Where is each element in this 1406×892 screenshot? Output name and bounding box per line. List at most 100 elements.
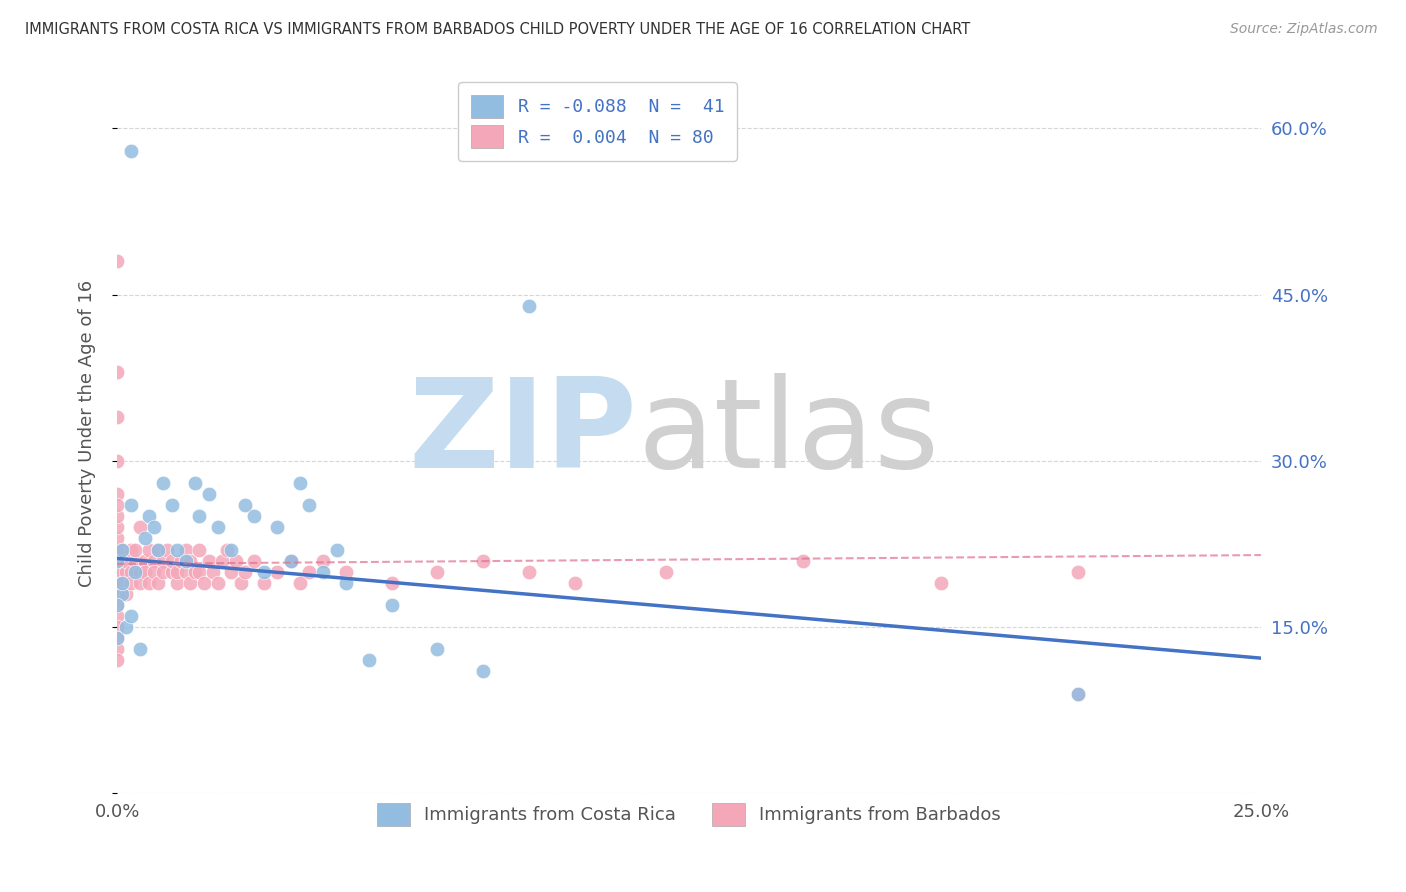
Point xyxy=(120,542,142,557)
Point xyxy=(111,542,134,557)
Point xyxy=(105,409,128,424)
Point xyxy=(252,575,274,590)
Point xyxy=(134,553,156,567)
Point xyxy=(105,365,128,379)
Point xyxy=(233,498,256,512)
Point xyxy=(152,476,174,491)
Point xyxy=(124,553,146,567)
Point xyxy=(312,553,335,567)
Point xyxy=(120,565,142,579)
Point xyxy=(225,553,247,567)
Point xyxy=(138,542,160,557)
Point xyxy=(134,565,156,579)
Point xyxy=(111,575,134,590)
Point xyxy=(105,254,128,268)
Point xyxy=(111,553,134,567)
Point xyxy=(142,565,165,579)
Point xyxy=(174,553,197,567)
Point xyxy=(426,642,449,657)
Point xyxy=(564,575,586,590)
Legend: Immigrants from Costa Rica, Immigrants from Barbados: Immigrants from Costa Rica, Immigrants f… xyxy=(368,794,1010,835)
Point xyxy=(124,565,146,579)
Point xyxy=(517,565,540,579)
Point xyxy=(105,498,128,512)
Point xyxy=(115,553,138,567)
Point xyxy=(105,542,128,557)
Point xyxy=(129,575,152,590)
Point xyxy=(170,553,193,567)
Point xyxy=(129,565,152,579)
Point xyxy=(111,542,134,557)
Point xyxy=(115,587,138,601)
Point xyxy=(105,642,128,657)
Point xyxy=(1067,565,1090,579)
Point xyxy=(288,575,311,590)
Point xyxy=(312,565,335,579)
Point xyxy=(160,498,183,512)
Point xyxy=(156,542,179,557)
Point xyxy=(105,609,128,624)
Point xyxy=(179,575,201,590)
Point xyxy=(288,476,311,491)
Point xyxy=(105,520,128,534)
Point xyxy=(105,575,128,590)
Point xyxy=(929,575,952,590)
Point xyxy=(655,565,678,579)
Point xyxy=(105,631,128,645)
Point xyxy=(197,553,219,567)
Point xyxy=(138,575,160,590)
Point xyxy=(298,498,321,512)
Point xyxy=(211,553,233,567)
Y-axis label: Child Poverty Under the Age of 16: Child Poverty Under the Age of 16 xyxy=(79,279,96,587)
Text: IMMIGRANTS FROM COSTA RICA VS IMMIGRANTS FROM BARBADOS CHILD POVERTY UNDER THE A: IMMIGRANTS FROM COSTA RICA VS IMMIGRANTS… xyxy=(25,22,970,37)
Point xyxy=(120,144,142,158)
Point xyxy=(148,575,170,590)
Point xyxy=(325,542,347,557)
Point xyxy=(105,620,128,634)
Point xyxy=(472,553,495,567)
Point xyxy=(134,532,156,546)
Text: atlas: atlas xyxy=(637,373,939,493)
Point xyxy=(179,553,201,567)
Point xyxy=(184,476,207,491)
Point xyxy=(243,553,266,567)
Point xyxy=(188,509,211,524)
Point xyxy=(124,542,146,557)
Point xyxy=(166,565,188,579)
Point xyxy=(115,620,138,634)
Point xyxy=(426,565,449,579)
Point xyxy=(111,587,134,601)
Point xyxy=(142,553,165,567)
Point xyxy=(105,565,128,579)
Point xyxy=(357,653,380,667)
Point xyxy=(381,575,404,590)
Point xyxy=(298,565,321,579)
Point xyxy=(1067,687,1090,701)
Point xyxy=(174,542,197,557)
Point xyxy=(193,575,215,590)
Point xyxy=(115,565,138,579)
Point xyxy=(105,653,128,667)
Point xyxy=(280,553,302,567)
Point xyxy=(335,565,357,579)
Point xyxy=(381,598,404,612)
Point xyxy=(105,598,128,612)
Point xyxy=(229,575,252,590)
Point xyxy=(129,642,152,657)
Point xyxy=(160,553,183,567)
Point xyxy=(174,565,197,579)
Point xyxy=(148,542,170,557)
Point xyxy=(335,575,357,590)
Point xyxy=(152,565,174,579)
Point xyxy=(1067,687,1090,701)
Point xyxy=(243,509,266,524)
Point xyxy=(184,565,207,579)
Point xyxy=(105,587,128,601)
Point xyxy=(138,509,160,524)
Point xyxy=(188,565,211,579)
Point xyxy=(215,542,238,557)
Point xyxy=(221,565,243,579)
Point xyxy=(166,542,188,557)
Point xyxy=(105,532,128,546)
Point xyxy=(152,553,174,567)
